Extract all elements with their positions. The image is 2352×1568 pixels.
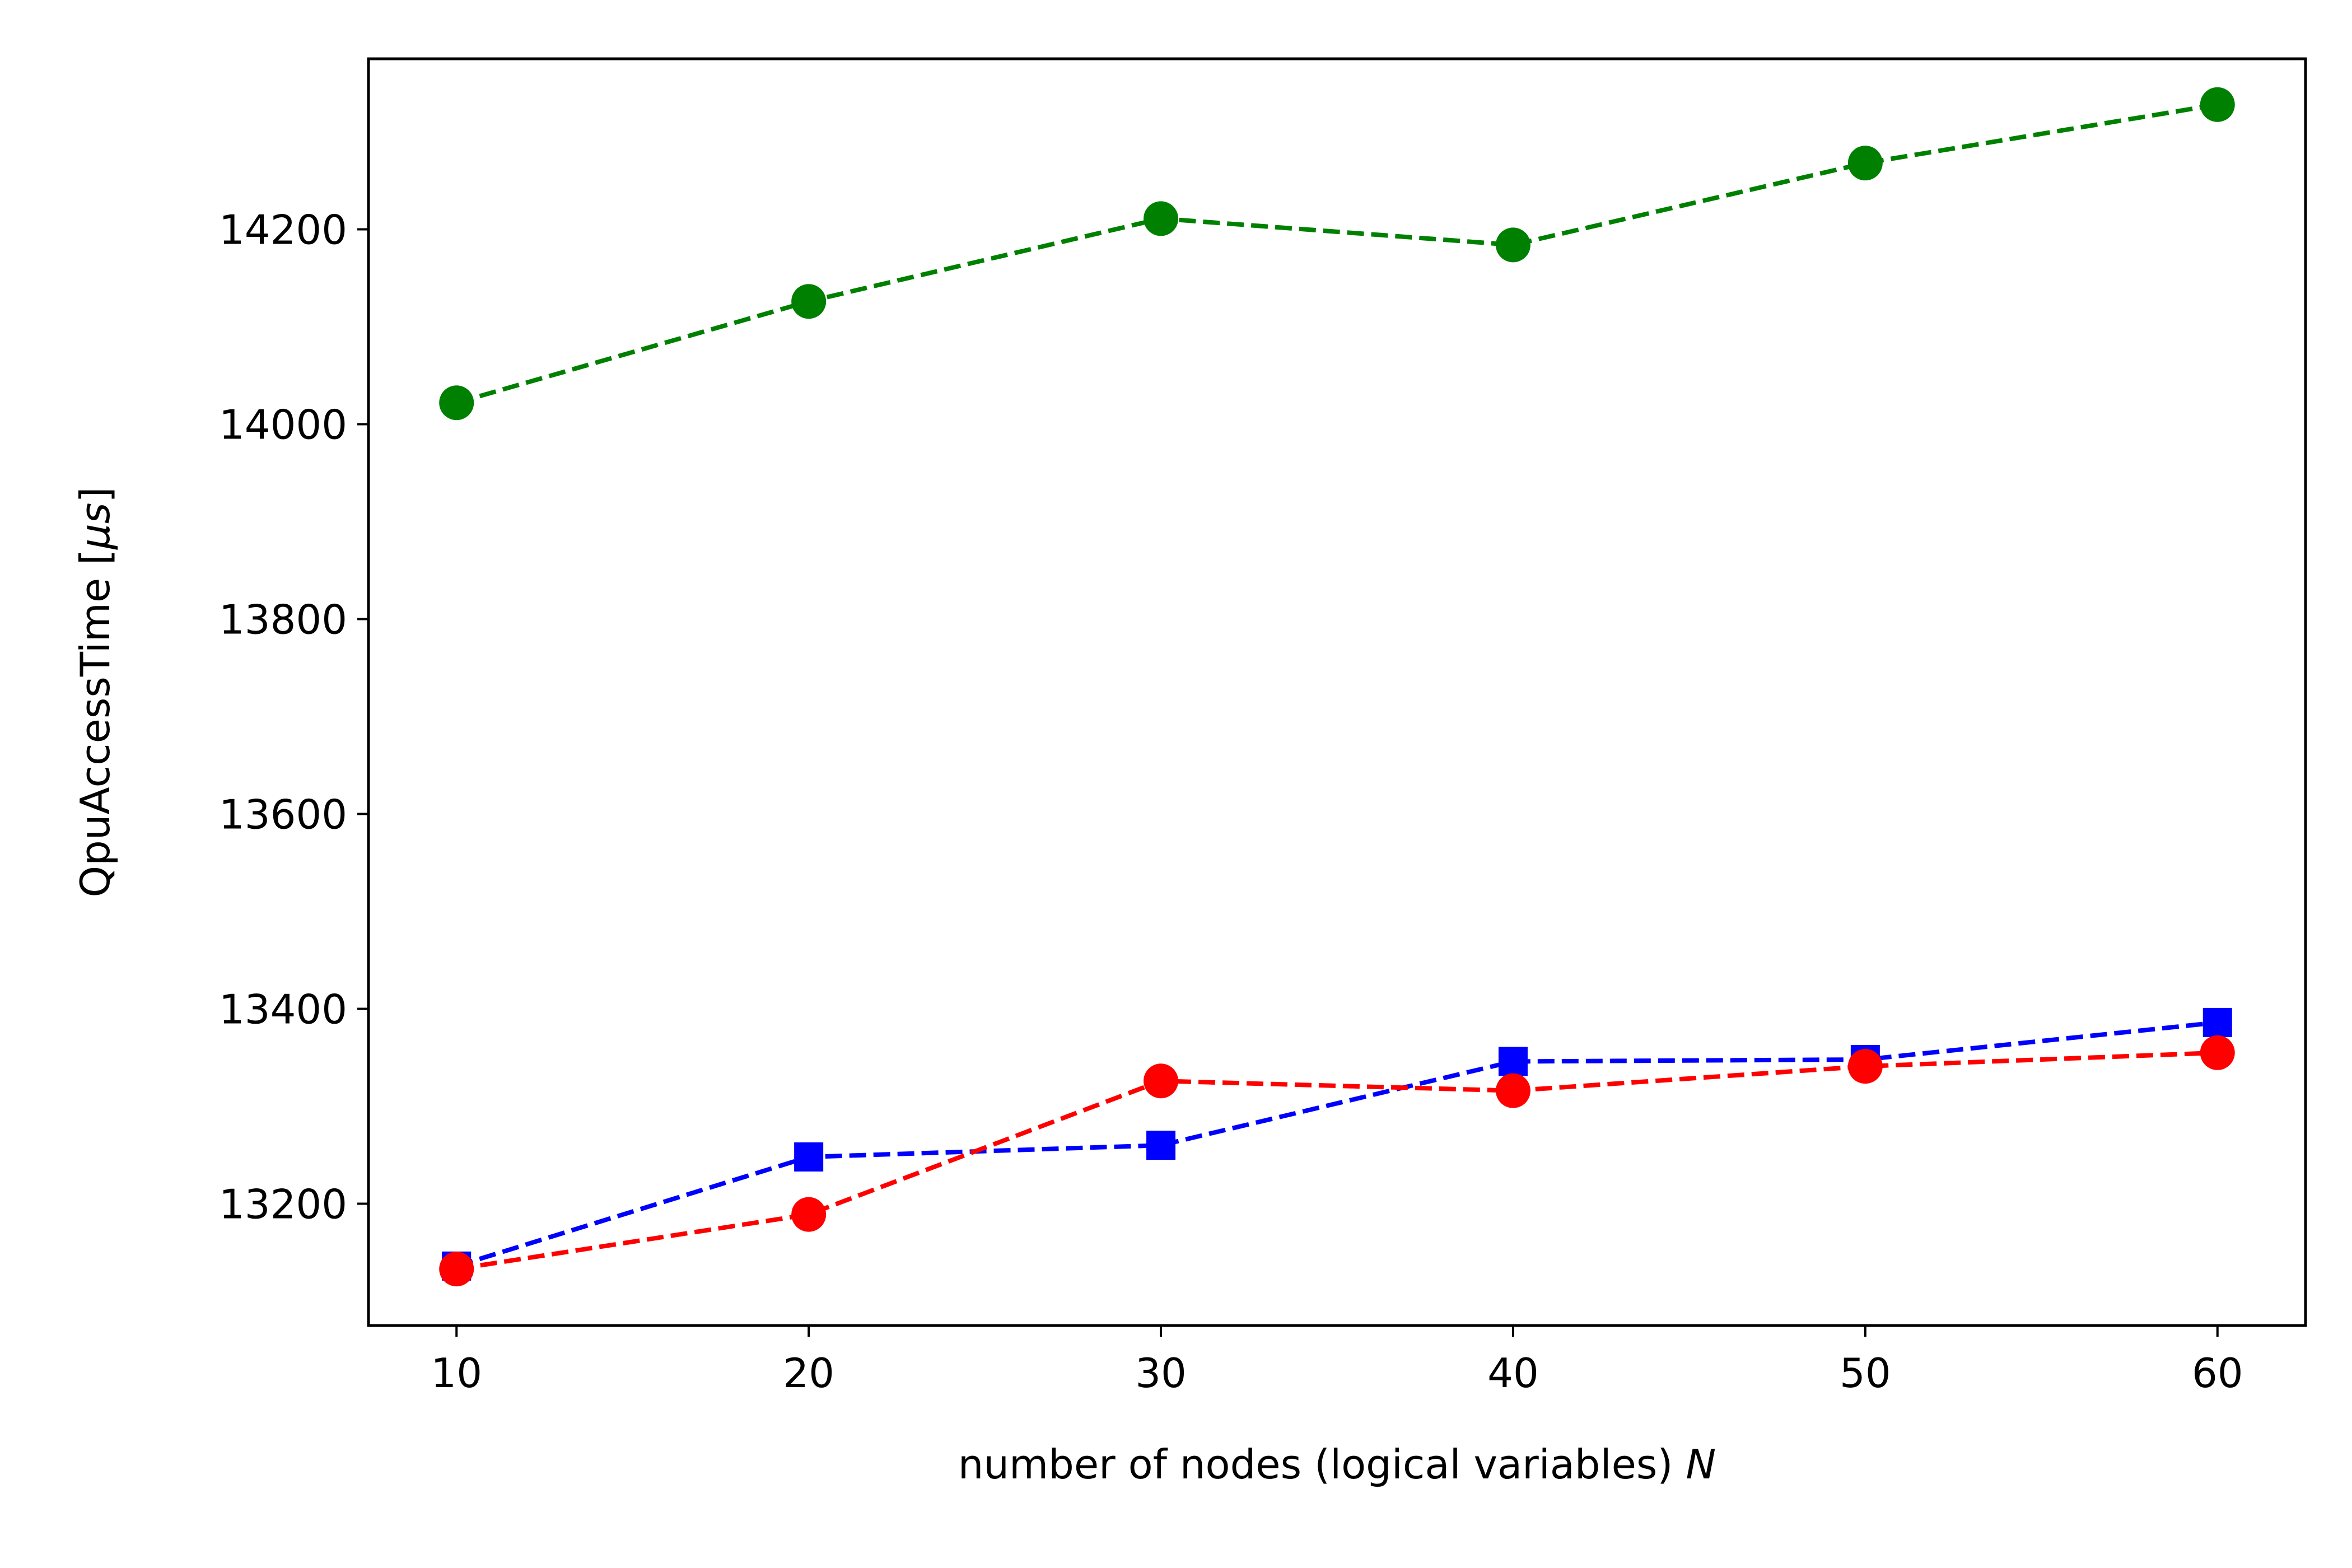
y-axis-title: QpuAccessTime [μs] — [72, 487, 119, 897]
data-point — [2202, 1007, 2232, 1037]
x-tick-label: 60 — [2192, 1350, 2243, 1397]
data-point — [1146, 1131, 1176, 1160]
plot-frame — [367, 57, 2307, 1327]
x-axis-title-text: number of nodes (logical variables) — [958, 1441, 1686, 1488]
x-tick-label: 10 — [431, 1350, 482, 1397]
y-axis-title-close: ] — [72, 487, 119, 502]
data-point — [1498, 1047, 1528, 1076]
y-tick-label: 13400 — [219, 986, 347, 1033]
data-point — [2200, 1035, 2235, 1070]
x-tick-label: 20 — [783, 1350, 834, 1397]
x-tick-label: 40 — [1487, 1350, 1539, 1397]
data-point — [1847, 1049, 1883, 1084]
series-line — [456, 102, 2218, 405]
y-axis-title-text: QpuAccessTime [ — [72, 549, 119, 898]
series-line — [456, 1050, 2218, 1272]
series-layer — [439, 87, 2235, 1287]
y-tick-label: 13800 — [219, 596, 347, 643]
y-tick-label: 14000 — [219, 402, 347, 449]
data-point — [2200, 87, 2235, 122]
y-tick-label: 13600 — [219, 791, 347, 838]
x-tick-label: 50 — [1840, 1350, 1891, 1397]
data-point — [1144, 1063, 1179, 1099]
series-2 — [442, 1007, 2232, 1281]
x-axis: 10 20 30 40 50 60 — [431, 1326, 2243, 1397]
series-line — [456, 1020, 2218, 1268]
data-point — [1495, 1073, 1530, 1108]
y-tick-label: 14200 — [219, 207, 347, 254]
data-point — [1847, 146, 1883, 181]
data-point — [439, 1252, 474, 1287]
y-axis-title-unit: μs — [72, 503, 119, 550]
data-point — [794, 1142, 824, 1172]
series-3 — [439, 1035, 2235, 1287]
y-tick-label: 13200 — [219, 1181, 347, 1228]
data-point — [791, 284, 827, 319]
y-axis: 13200 13400 13600 13800 14000 14200 — [219, 207, 368, 1228]
x-axis-title-variable: N — [1686, 1441, 1716, 1488]
data-point — [791, 1197, 827, 1232]
data-point — [439, 385, 474, 421]
x-tick-label: 30 — [1135, 1350, 1187, 1397]
x-axis-title: number of nodes (logical variables) N — [958, 1441, 1716, 1488]
data-point — [1144, 201, 1179, 236]
series-1 — [439, 87, 2235, 421]
data-point — [1495, 227, 1530, 263]
